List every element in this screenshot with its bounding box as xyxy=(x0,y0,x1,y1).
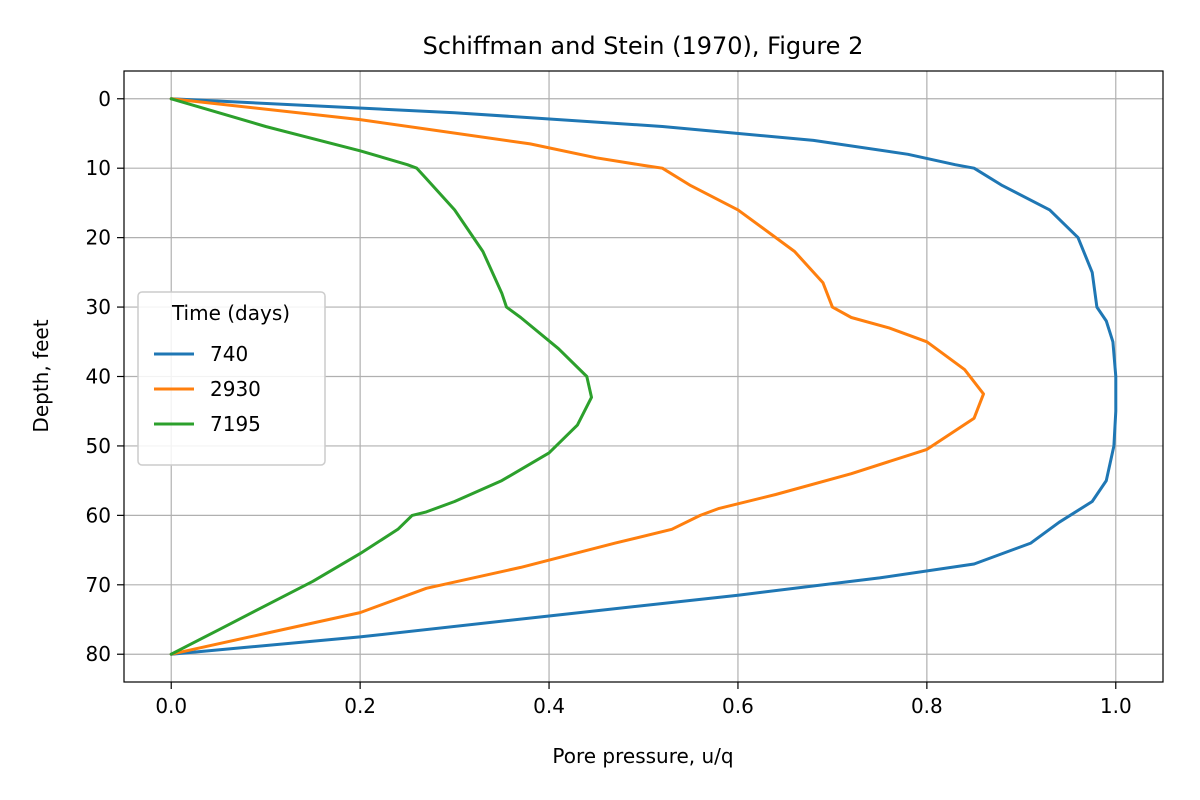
y-tick-label: 20 xyxy=(86,226,111,250)
axis-ticks: 0.0 0.2 0.4 0.6 0.8 1.0 0 10 20 30 40 50 60 70 80 xyxy=(86,87,1132,718)
series-lines xyxy=(169,97,1118,656)
chart-title: Schiffman and Stein (1970), Figure 2 xyxy=(423,32,864,60)
y-tick-label: 30 xyxy=(86,295,111,319)
legend-label-2930: 2930 xyxy=(210,377,261,401)
legend-label-740: 740 xyxy=(210,342,248,366)
series-line-740 xyxy=(169,97,1118,656)
y-tick-label: 0 xyxy=(98,87,111,111)
legend-title: Time (days) xyxy=(171,301,290,325)
x-tick-label: 1.0 xyxy=(1100,694,1132,718)
legend-items: 740 2930 7195 xyxy=(154,342,261,436)
legend-box xyxy=(137,291,326,466)
y-tick-label: 10 xyxy=(86,156,111,180)
x-tick-label: 0.0 xyxy=(155,694,187,718)
y-tick-label: 80 xyxy=(86,642,111,666)
x-tick-label: 0.6 xyxy=(722,694,754,718)
y-tick-label: 50 xyxy=(86,434,111,458)
series-line-2930 xyxy=(169,97,985,656)
legend: Time (days) 740 2930 7195 xyxy=(137,291,326,466)
y-tick-label: 40 xyxy=(86,365,111,389)
y-axis-label: Depth, feet xyxy=(29,319,53,432)
y-tick-label: 70 xyxy=(86,573,111,597)
grid xyxy=(124,71,1163,682)
x-tick-label: 0.2 xyxy=(344,694,376,718)
x-axis-label: Pore pressure, u/q xyxy=(552,744,733,768)
legend-label-7195: 7195 xyxy=(210,412,261,436)
x-tick-label: 0.8 xyxy=(911,694,943,718)
y-tick-label: 60 xyxy=(86,503,111,527)
series-line-7195 xyxy=(169,97,593,656)
x-tick-label: 0.4 xyxy=(533,694,565,718)
